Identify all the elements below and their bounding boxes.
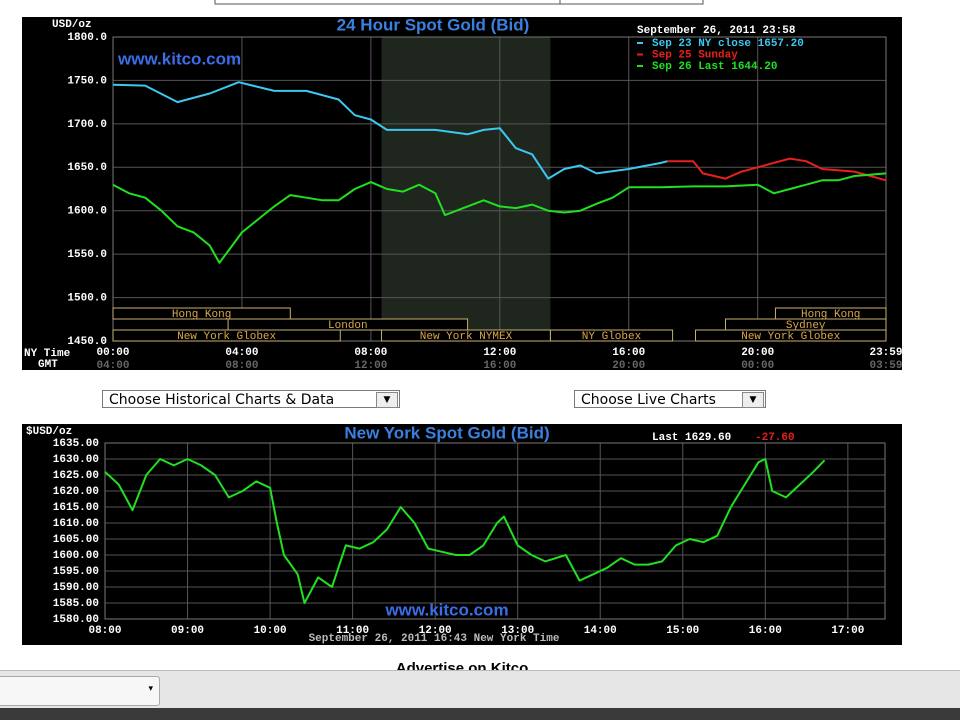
- price-line: [667, 157, 887, 182]
- x2-tick-label: 12:00: [354, 360, 387, 372]
- xlabel-text: NY Time: [24, 348, 71, 360]
- session-label: London: [328, 320, 368, 332]
- y-tick-label: 1605.00: [53, 534, 99, 546]
- title-text: New York Spot Gold (Bid): [344, 423, 549, 442]
- price-line: [112, 81, 668, 180]
- watermark-text: www.kitco.com: [384, 600, 508, 619]
- y-tick-label: 1630.00: [53, 454, 99, 466]
- y-tick-label: 1700.0: [67, 119, 107, 131]
- x-tick-label: 08:00: [354, 347, 387, 359]
- browser-bar: ▾: [0, 670, 960, 709]
- y-tick-label: 1635.00: [53, 438, 99, 450]
- x2-tick-label: 08:00: [225, 360, 258, 372]
- top-box: [214, 0, 704, 5]
- session-box: [112, 329, 341, 342]
- x-tick-label: 11:00: [336, 625, 369, 637]
- last-text: Last 1629.60: [652, 432, 731, 444]
- session-label: New York Globex: [177, 331, 276, 343]
- session-label: New York Globex: [741, 331, 840, 343]
- legend-label: Sep 25 Sunday: [652, 49, 738, 61]
- legend-label: Sep 26 Last 1644.20: [652, 61, 777, 73]
- x-tick-label: 10:00: [254, 625, 287, 637]
- x-tick-label: 14:00: [584, 625, 617, 637]
- change-text: -27.60: [755, 432, 795, 444]
- subtitle-text: September 26, 2011 23:58: [637, 25, 796, 37]
- y-tick-label: 1610.00: [53, 518, 99, 530]
- x2-tick-label: 20:00: [612, 360, 645, 372]
- y-tick-label: 1620.00: [53, 486, 99, 498]
- y-tick-label: 1580.00: [53, 614, 99, 626]
- y-tick-label: 1590.00: [53, 582, 99, 594]
- y-tick-label: 1585.00: [53, 598, 99, 610]
- ylabel-text: $USD/oz: [26, 426, 72, 438]
- y-tick-label: 1595.00: [53, 566, 99, 578]
- x-tick-label: 17:00: [831, 625, 864, 637]
- live-menu[interactable]: Choose Live Charts ▼: [574, 390, 766, 408]
- x2label-text: GMT: [38, 359, 58, 371]
- x2-tick-label: 00:00: [741, 360, 774, 372]
- ylabel-text: USD/oz: [52, 19, 92, 31]
- x-tick-label: 23:59: [869, 347, 902, 359]
- footer-text: September 26, 2011 16:43 New York Time: [309, 633, 560, 645]
- menu-label: Choose Live Charts: [581, 392, 716, 408]
- session-label: Hong Kong: [172, 309, 231, 321]
- x-tick-label: 15:00: [666, 625, 699, 637]
- combo-arrow[interactable]: ▾: [148, 683, 153, 693]
- x-tick-label: 20:00: [741, 347, 774, 359]
- x-tick-label: 16:00: [749, 625, 782, 637]
- taskbar: [0, 708, 960, 720]
- x-tick-label: 00:00: [96, 347, 129, 359]
- historical-menu[interactable]: Choose Historical Charts & Data ▼: [102, 390, 400, 408]
- price-line: [104, 458, 826, 604]
- menu-arrow[interactable]: ▼: [742, 392, 764, 408]
- x-tick-label: 04:00: [225, 347, 258, 359]
- y-tick-label: 1800.0: [67, 32, 107, 44]
- x-tick-label: 13:00: [501, 625, 534, 637]
- x-tick-label: 12:00: [483, 347, 516, 359]
- session-label: Sydney: [786, 320, 826, 332]
- y-tick-label: 1600.0: [67, 206, 107, 218]
- y-tick-label: 1625.00: [53, 470, 99, 482]
- menu-arrow[interactable]: ▼: [376, 392, 398, 408]
- x2-tick-label: 04:00: [96, 360, 129, 372]
- title-text: 24 Hour Spot Gold (Bid): [337, 15, 530, 34]
- price-line: [112, 172, 887, 264]
- combo-box[interactable]: ▾: [0, 676, 160, 706]
- y-tick-label: 1615.00: [53, 502, 99, 514]
- session-box: [694, 329, 887, 342]
- y-tick-label: 1650.0: [67, 162, 107, 174]
- session-box: [227, 318, 469, 331]
- x2-tick-label: 16:00: [483, 360, 516, 372]
- watermark-text: www.kitco.com: [117, 49, 241, 68]
- session-label: Hong Kong: [801, 309, 860, 321]
- y-tick-label: 1450.0: [67, 336, 107, 348]
- chart-background: [22, 424, 902, 645]
- y-tick-label: 1750.0: [67, 75, 107, 87]
- session-box: [112, 307, 291, 320]
- session-label: NY Globex: [582, 331, 642, 343]
- x-tick-label: 08:00: [88, 625, 121, 637]
- y-tick-label: 1500.0: [67, 292, 107, 304]
- session-box: [549, 329, 674, 342]
- x-tick-label: 16:00: [612, 347, 645, 359]
- y-tick-label: 1550.0: [67, 249, 107, 261]
- menu-label: Choose Historical Charts & Data: [109, 392, 335, 408]
- plot-frame: [104, 442, 886, 620]
- x2-tick-label: 03:59: [869, 360, 902, 372]
- session-label: New York NYMEX: [420, 331, 513, 343]
- x-tick-label: 09:00: [171, 625, 204, 637]
- legend-label: Sep 23 NY close 1657.20: [652, 38, 804, 50]
- x-tick-label: 12:00: [419, 625, 452, 637]
- y-tick-label: 1600.00: [53, 550, 99, 562]
